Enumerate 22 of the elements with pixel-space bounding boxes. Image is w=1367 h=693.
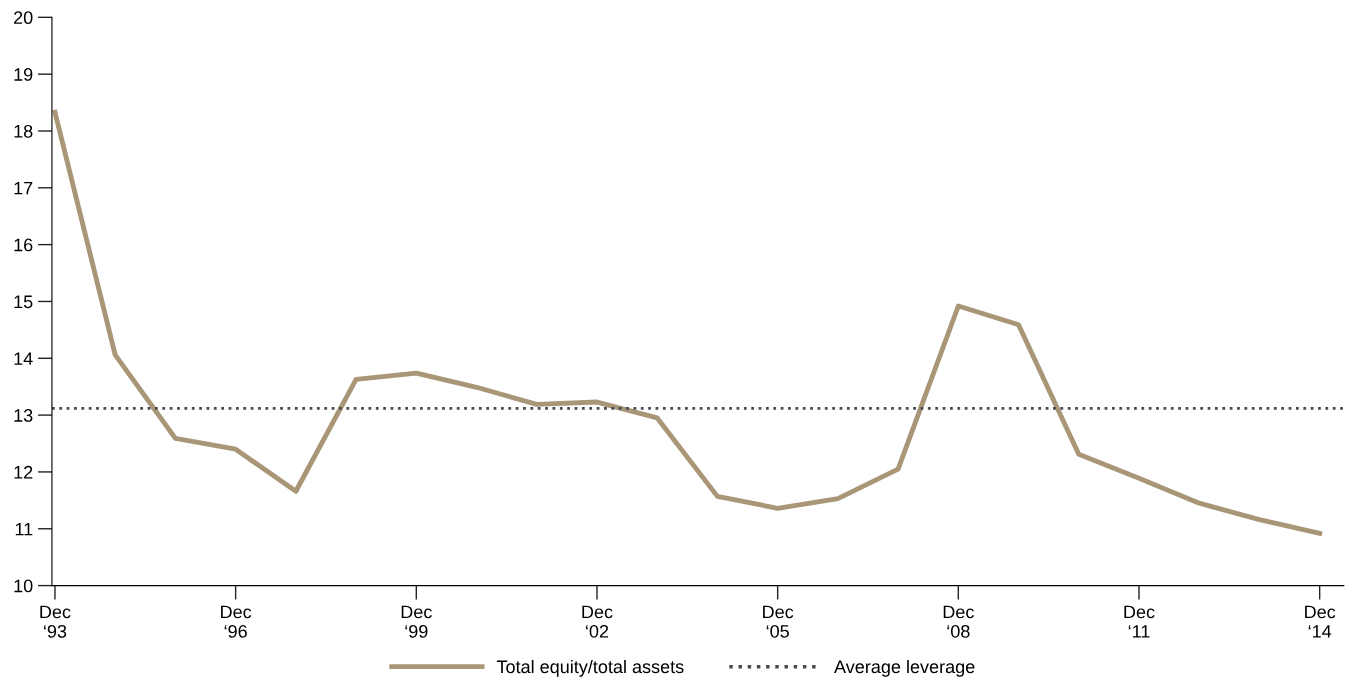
y-tick-label: 12 xyxy=(14,465,33,479)
x-tick-label: Dec ‘93 xyxy=(40,605,71,638)
x-tick-label: Dec ‘99 xyxy=(401,605,432,638)
y-tick-label: 10 xyxy=(14,579,33,593)
y-tick-label: 11 xyxy=(15,522,33,536)
y-tick-label: 18 xyxy=(14,124,33,138)
x-tick-label: Dec ‘08 xyxy=(943,605,974,638)
x-tick-label: Dec ‘05 xyxy=(763,605,794,638)
y-tick-label: 13 xyxy=(14,409,33,422)
x-tick-label: Dec ‘11 xyxy=(1124,605,1155,638)
y-tick-label: 20 xyxy=(14,11,33,25)
x-tick-label: Dec ‘96 xyxy=(221,605,252,638)
x-tick-label: Dec ‘14 xyxy=(1305,605,1336,638)
legend-label: Average leverage xyxy=(834,659,975,677)
legend-label: Total equity/total assets xyxy=(496,659,684,677)
y-tick-label: 16 xyxy=(14,238,33,252)
y-tick-label: 19 xyxy=(14,68,33,81)
line-series xyxy=(52,109,1323,536)
y-tick-label: 15 xyxy=(14,295,33,309)
x-tick-label: Dec ‘02 xyxy=(582,605,613,638)
y-tick-label: 17 xyxy=(14,181,33,195)
y-tick-label: 14 xyxy=(14,352,33,365)
